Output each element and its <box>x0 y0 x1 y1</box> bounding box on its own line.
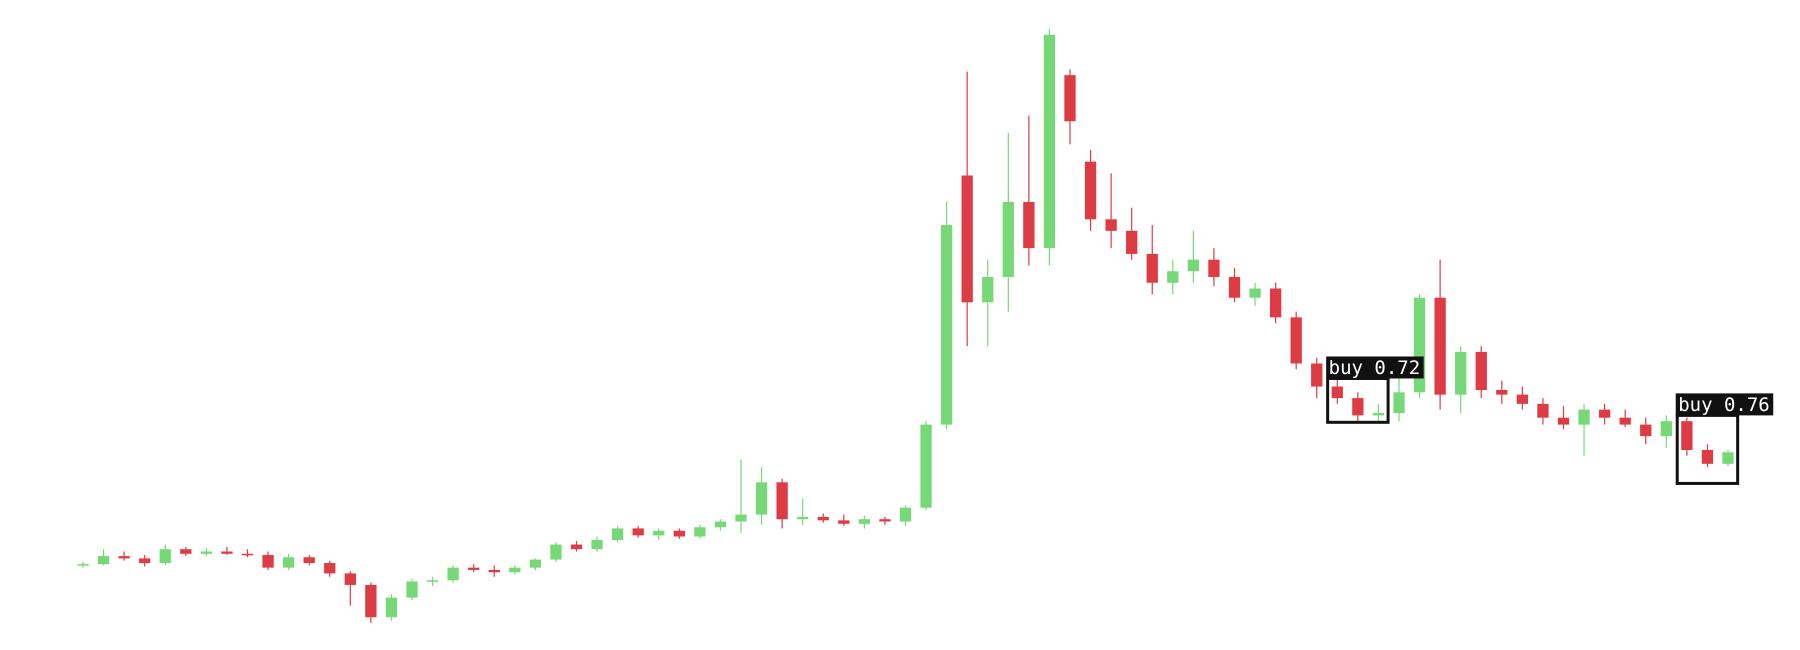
candle-body <box>118 556 130 559</box>
candle-body <box>200 551 213 554</box>
candle-body <box>282 557 295 568</box>
candle-body <box>1557 417 1570 425</box>
candle-body <box>344 573 356 585</box>
candle-body <box>858 519 871 524</box>
candle-body <box>714 521 727 528</box>
candle-body <box>1619 417 1631 425</box>
candle-body <box>426 580 439 582</box>
candle-body <box>1187 259 1200 272</box>
candle-body <box>241 553 254 556</box>
candle-body <box>899 507 912 522</box>
candle-body <box>550 544 562 560</box>
candle-body <box>1167 271 1179 283</box>
candle-body <box>673 530 685 537</box>
candle-body <box>1228 276 1241 298</box>
candle-body <box>180 549 192 554</box>
candle-body <box>1126 230 1138 254</box>
candle-body <box>632 528 644 536</box>
candle-body <box>1640 424 1652 437</box>
candle-body <box>1064 75 1076 122</box>
candle-body <box>1352 398 1364 416</box>
candle-body <box>159 549 171 564</box>
detection-label: buy 0.76 <box>1678 394 1770 416</box>
candle-body <box>653 530 665 536</box>
candle-body <box>468 567 480 570</box>
candle-body <box>1413 297 1426 393</box>
candle-body <box>982 276 994 303</box>
candle-body <box>447 567 459 581</box>
candle-body <box>1290 317 1302 364</box>
candle-body <box>797 516 809 520</box>
candle-body <box>838 520 850 524</box>
candle-body <box>1331 386 1343 399</box>
candle-body <box>1002 202 1014 277</box>
candle-body <box>1105 219 1117 231</box>
candle-body <box>1311 363 1323 387</box>
candle-body <box>509 567 521 573</box>
candle-body <box>879 519 891 522</box>
candle-body <box>735 514 747 522</box>
candle-body <box>1434 297 1446 395</box>
candle-body <box>817 516 829 521</box>
candle-body <box>1598 409 1611 418</box>
candle-body <box>324 563 336 574</box>
candle-body <box>1475 351 1487 391</box>
candle-body <box>961 175 973 303</box>
candle-body <box>1701 449 1714 464</box>
candle-body <box>1516 394 1529 404</box>
candle-body <box>529 559 542 568</box>
candle-body <box>97 556 110 565</box>
candle-body <box>262 554 274 568</box>
candle-body <box>1208 259 1220 277</box>
label-background <box>1326 356 1424 379</box>
candle-body <box>303 557 315 564</box>
candle-body <box>940 225 953 425</box>
candle-body <box>920 424 932 508</box>
candle-body <box>1372 413 1385 416</box>
candle-body <box>611 528 624 540</box>
candle-body <box>1393 392 1405 414</box>
candle-body <box>406 581 418 598</box>
candle-body <box>776 482 788 520</box>
candle-body <box>1249 288 1261 298</box>
candle-body <box>755 482 768 515</box>
label-background <box>1675 393 1774 416</box>
candle-body <box>1023 202 1035 249</box>
candle-body <box>77 564 89 566</box>
candle-body <box>1578 409 1590 425</box>
candle-body <box>1722 452 1734 464</box>
candle-body <box>1269 288 1282 318</box>
candle-body <box>694 527 706 537</box>
candle-body <box>1084 161 1097 220</box>
candle-body <box>1681 421 1693 450</box>
candle-body <box>1660 421 1672 437</box>
candle-body <box>1496 390 1508 395</box>
detection-label: buy 0.72 <box>1329 357 1421 379</box>
candle-body <box>591 539 603 550</box>
candle-body <box>570 544 583 550</box>
candle-body <box>365 584 377 618</box>
candle-body <box>221 551 233 554</box>
candle-body <box>385 597 398 618</box>
candle-body <box>1043 34 1056 249</box>
candle-body <box>139 558 151 564</box>
candle-body <box>1455 351 1467 395</box>
candle-body <box>1146 253 1158 283</box>
candle-body <box>488 569 500 573</box>
candle-body <box>1537 403 1549 418</box>
